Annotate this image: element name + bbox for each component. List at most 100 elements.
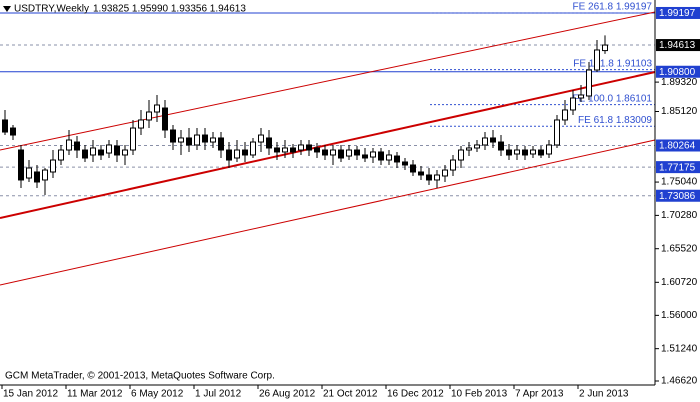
candle-body: [34, 171, 40, 183]
candle-body: [522, 149, 528, 156]
candle-body: [234, 149, 240, 159]
x-tick-label: 26 Aug 2012: [259, 389, 316, 400]
candle-body: [434, 174, 440, 181]
candle-body: [114, 145, 120, 156]
y-tick-label: 1.70280: [661, 210, 698, 221]
candle-body: [250, 141, 256, 156]
candle-body: [194, 134, 200, 146]
fibo-label: FE 161.8 1.91103: [573, 58, 652, 69]
candle-body: [18, 149, 24, 181]
price-tag-label: 1.90800: [659, 67, 696, 78]
candle-body: [586, 69, 592, 97]
menu-icon: [3, 6, 11, 12]
candle-body: [90, 147, 96, 156]
price-tag: [656, 189, 700, 202]
footer: GCM MetaTrader, © 2001-2013, MetaQuotes …: [5, 371, 275, 382]
candle-body: [426, 174, 432, 181]
candle-body: [170, 129, 176, 143]
candle-body: [538, 149, 544, 156]
candle-body: [82, 149, 88, 159]
candle-body: [202, 134, 208, 143]
price-tag-label: 1.73086: [659, 191, 696, 202]
channel-lower: [0, 139, 656, 286]
y-tick-label: 1.46620: [661, 376, 698, 387]
candle-body: [554, 119, 560, 146]
y-tick-label: 1.56000: [661, 310, 698, 321]
candle-body: [66, 139, 72, 151]
candle-body: [594, 49, 600, 71]
x-tick-label: 21 Oct 2012: [323, 389, 378, 400]
price-tag: [656, 65, 700, 78]
candle-body: [178, 137, 184, 143]
candle-body: [562, 109, 568, 121]
price-tag-label: 1.99197: [659, 8, 696, 19]
candle-body: [74, 141, 80, 151]
candle-body: [50, 159, 56, 173]
candle-body: [306, 144, 312, 151]
candle-body: [226, 149, 232, 161]
candle-body: [338, 149, 344, 159]
candle-body: [394, 155, 400, 163]
price-tag: [656, 161, 700, 174]
candle-body: [98, 149, 104, 156]
candle-body: [370, 151, 376, 158]
price-tag: [656, 139, 700, 152]
price-tag: [656, 6, 700, 19]
candle-body: [346, 149, 352, 157]
candle-body: [410, 164, 416, 173]
y-tick-label: 1.75040: [661, 177, 698, 188]
price-tag-label: 1.77175: [659, 162, 696, 173]
candle-body: [418, 171, 424, 176]
candle-body: [290, 147, 296, 153]
candle-body: [2, 119, 8, 133]
candle-body: [274, 147, 280, 153]
y-tick-label: 1.60720: [661, 277, 698, 288]
candle-body: [58, 149, 64, 161]
candle-body: [282, 147, 288, 153]
candle-body: [490, 137, 496, 143]
candle-body: [498, 141, 504, 151]
candle-body: [298, 144, 304, 151]
candle-body: [482, 137, 488, 146]
candle-body: [362, 154, 368, 159]
price-tag-label: 1.94613: [659, 40, 696, 51]
x-tick-label: 2 Jun 2013: [579, 389, 629, 400]
axes: 1.89320 1.85120 1.75040 1.70280 1.65520 1.607…: [1, 6, 700, 400]
candle-body: [506, 149, 512, 156]
x-tick-label: 16 Dec 2012: [387, 389, 444, 400]
candle-body: [218, 137, 224, 151]
fibo-label: FE 261.8 1.99197: [572, 2, 652, 13]
fibo-label: FE 61.8 1.83009: [578, 115, 652, 126]
candle-body: [378, 151, 384, 161]
candle-body: [442, 169, 448, 177]
candle-body: [258, 134, 264, 143]
candle-body: [578, 94, 584, 99]
candle-body: [42, 169, 48, 181]
x-tick-label: 7 Apr 2013: [515, 389, 564, 400]
candle-body: [26, 167, 32, 179]
candle-body: [514, 149, 520, 155]
y-tick-label: 1.89320: [661, 77, 698, 88]
candle-body: [146, 111, 152, 121]
y-tick-label: 1.65520: [661, 243, 698, 254]
candle-body: [154, 104, 160, 113]
candle-body: [138, 119, 144, 129]
candle-body: [314, 147, 320, 153]
candle-body: [106, 144, 112, 154]
candle-body: [386, 154, 392, 161]
candle-body: [242, 149, 248, 156]
candle-body: [466, 147, 472, 151]
channel: [0, 11, 656, 286]
channel-middle: [0, 71, 656, 219]
candle-body: [130, 127, 136, 151]
x-tick-label: 11 Mar 2012: [67, 389, 123, 400]
candle-body: [474, 144, 480, 149]
chart-title: USDTRY,Weekly: [14, 4, 89, 15]
candle-body: [530, 149, 536, 155]
candle-body: [186, 137, 192, 146]
candle-body: [10, 127, 16, 136]
x-tick-label: 1 Jul 2012: [195, 389, 242, 400]
